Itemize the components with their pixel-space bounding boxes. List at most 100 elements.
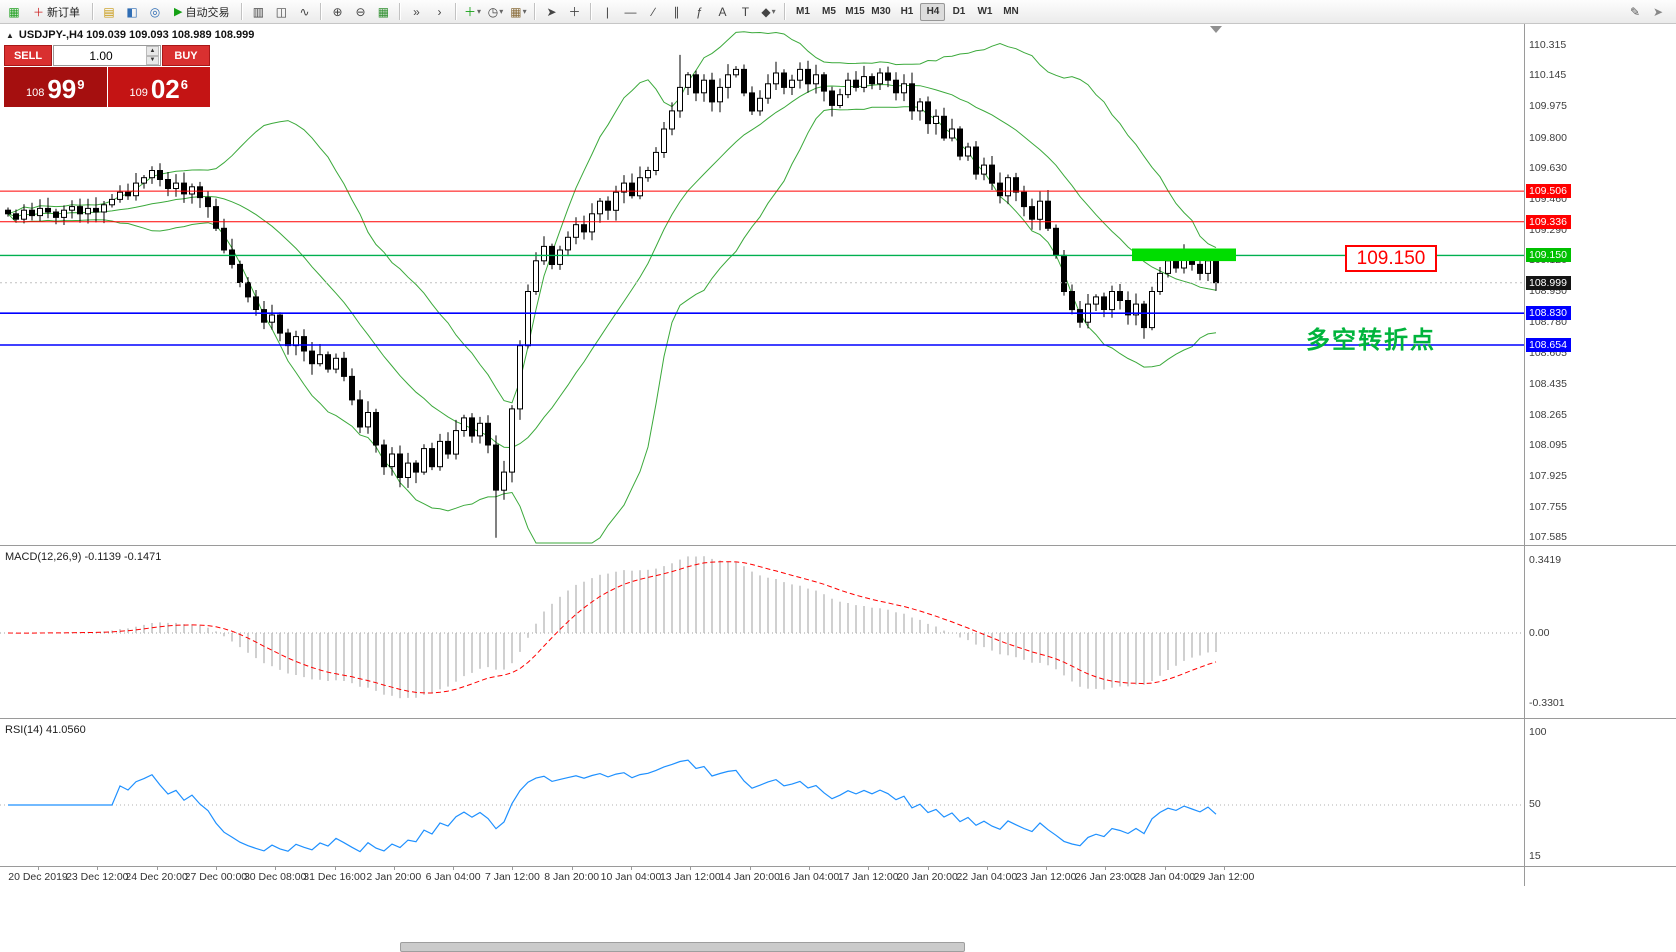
panel-divider-rsi[interactable] <box>0 718 1676 719</box>
data-window-icon[interactable]: ◧ <box>126 4 138 19</box>
buy-button[interactable]: BUY <box>162 45 210 66</box>
candle <box>461 417 467 431</box>
candle <box>437 440 443 468</box>
candle <box>157 170 163 180</box>
highlight-zone-rect[interactable] <box>1132 248 1236 262</box>
volume-input[interactable] <box>54 46 160 65</box>
cursor-icon[interactable]: ➤ <box>546 4 557 19</box>
timeframe-h1[interactable]: H1 <box>900 6 914 17</box>
price-callout[interactable]: 109.150 <box>1345 245 1437 272</box>
vertical-line-icon[interactable]: | <box>605 4 610 19</box>
line-chart-icon[interactable]: ∿ <box>299 4 310 19</box>
bid-price-display[interactable]: 108 99 9 <box>4 67 107 107</box>
toolbar-separator <box>241 3 243 20</box>
timeframe-m30[interactable]: M30 <box>871 6 891 17</box>
panel-divider-macd[interactable] <box>0 545 1676 546</box>
trendline-icon[interactable]: ∕ <box>652 4 655 19</box>
pencil-icon[interactable]: ✎ <box>1629 4 1641 19</box>
time-axis-border <box>0 866 1676 867</box>
candle <box>845 79 851 96</box>
candle <box>909 83 915 112</box>
time-axis-tick <box>275 866 277 870</box>
horizontal-line-icon[interactable]: — <box>624 4 637 19</box>
crosshair-icon[interactable]: ＋ <box>568 5 581 19</box>
timeframe-mn[interactable]: MN <box>1003 6 1019 17</box>
time-axis-label: 24 Dec 20:00 <box>125 871 188 883</box>
candle <box>117 191 123 200</box>
collapse-panel-icon[interactable]: ▲ <box>6 30 14 40</box>
price-axis-label: 110.145 <box>1529 69 1567 82</box>
candle <box>245 282 251 298</box>
volume-spinner[interactable]: ▲ ▼ <box>53 45 161 66</box>
candlestick-chart-icon[interactable]: ◫ <box>275 4 288 19</box>
timeframe-m15[interactable]: M15 <box>845 6 865 17</box>
sell-button[interactable]: SELL <box>4 45 52 66</box>
toolbar-separator <box>399 3 401 20</box>
candle <box>821 74 827 92</box>
timeframe-m5[interactable]: M5 <box>822 6 836 17</box>
volume-down-button[interactable]: ▼ <box>146 55 159 65</box>
chart-shift-marker[interactable] <box>1210 26 1222 33</box>
toolbar-separator <box>784 3 786 20</box>
navigator-icon[interactable]: ◎ <box>149 4 161 19</box>
candle <box>637 177 643 197</box>
timeframe-w1[interactable]: W1 <box>977 6 993 17</box>
zoom-out-icon[interactable]: ⊖ <box>355 4 366 19</box>
candle <box>861 76 867 88</box>
candle <box>829 90 835 106</box>
timeframe-d1[interactable]: D1 <box>952 6 966 17</box>
candle <box>53 211 59 218</box>
timeframe-m1[interactable]: M1 <box>796 6 810 17</box>
candle <box>693 74 699 94</box>
indicators-icon[interactable]: ＋ ▾ <box>463 5 481 19</box>
chart-area[interactable]: 110.315 110.145 109.975 109.800 109.630 109.4… <box>0 24 1676 952</box>
symbol-info: ▲ USDJPY-,H4 109.039 109.093 108.989 108… <box>6 29 254 41</box>
timeframe-h4[interactable]: H4 <box>920 2 946 21</box>
price-axis-label: 0.00 <box>1529 626 1550 639</box>
candle <box>37 207 43 217</box>
templates-icon[interactable]: ▦ ▾ <box>510 4 527 19</box>
candle <box>205 197 211 208</box>
fibonacci-icon[interactable]: ƒ <box>696 4 703 19</box>
time-axis-tick <box>38 866 39 870</box>
ask-price-display[interactable]: 109 02 6 <box>107 67 210 107</box>
volume-up-button[interactable]: ▲ <box>146 46 159 56</box>
candle <box>749 92 755 112</box>
candle <box>69 206 75 211</box>
candle <box>1125 300 1131 316</box>
candle <box>29 209 35 217</box>
bar-chart-icon[interactable]: ▥ <box>252 4 265 19</box>
app-icon[interactable]: ▦ <box>8 4 20 19</box>
label-icon[interactable]: T <box>741 4 750 19</box>
price-axis-label: 109.975 <box>1529 99 1567 112</box>
candle <box>13 213 19 220</box>
price-chart-svg[interactable] <box>0 24 1524 545</box>
auto-scroll-icon[interactable]: » <box>413 4 420 19</box>
turning-point-note[interactable]: 多空转折点 <box>1306 327 1436 354</box>
new-order-button[interactable]: ＋新订单 <box>33 6 80 19</box>
candle <box>621 182 627 193</box>
market-watch-icon[interactable]: ▤ <box>103 4 115 19</box>
macd-panel-svg[interactable] <box>0 548 1524 718</box>
candle <box>1021 191 1027 208</box>
price-tag: 109.150 <box>1526 248 1571 263</box>
candle <box>629 182 635 197</box>
chart-shift-icon[interactable]: › <box>437 4 442 19</box>
text-icon[interactable]: A <box>718 4 727 19</box>
rsi-line <box>8 759 1217 853</box>
autotrade-button[interactable]: ▶ 自动交易 <box>174 6 230 19</box>
candle <box>213 206 219 229</box>
pointer-icon[interactable]: ➤ <box>1652 4 1664 19</box>
rsi-panel-svg[interactable] <box>0 721 1524 866</box>
candle <box>485 422 491 446</box>
zoom-in-icon[interactable]: ⊕ <box>332 4 343 19</box>
channel-icon[interactable]: ∥ <box>673 4 680 19</box>
arrows-icon[interactable]: ◆ ▾ <box>761 4 776 19</box>
tile-windows-icon[interactable]: ▦ <box>377 4 390 19</box>
symbol-ohlc-text: USDJPY-,H4 109.039 109.093 108.989 108.9… <box>18 29 255 41</box>
toolbar-left-group: ▦ ＋新订单 ▤ ◧ ◎ ▶ 自动交易 ▥ ◫ ∿ ⊕ ⊖ ▦ » › ＋ ▾ ◷ ▾ ▦ ▾ ➤ ＋ | — ∕ ∥ ƒ A T ◆ ▾ M1… <box>3 2 1023 22</box>
candle <box>141 177 147 184</box>
periods-icon[interactable]: ◷ ▾ <box>487 4 504 19</box>
price-axis-label: 107.925 <box>1529 470 1567 483</box>
time-axis-label: 26 Jan 23:00 <box>1075 871 1136 883</box>
